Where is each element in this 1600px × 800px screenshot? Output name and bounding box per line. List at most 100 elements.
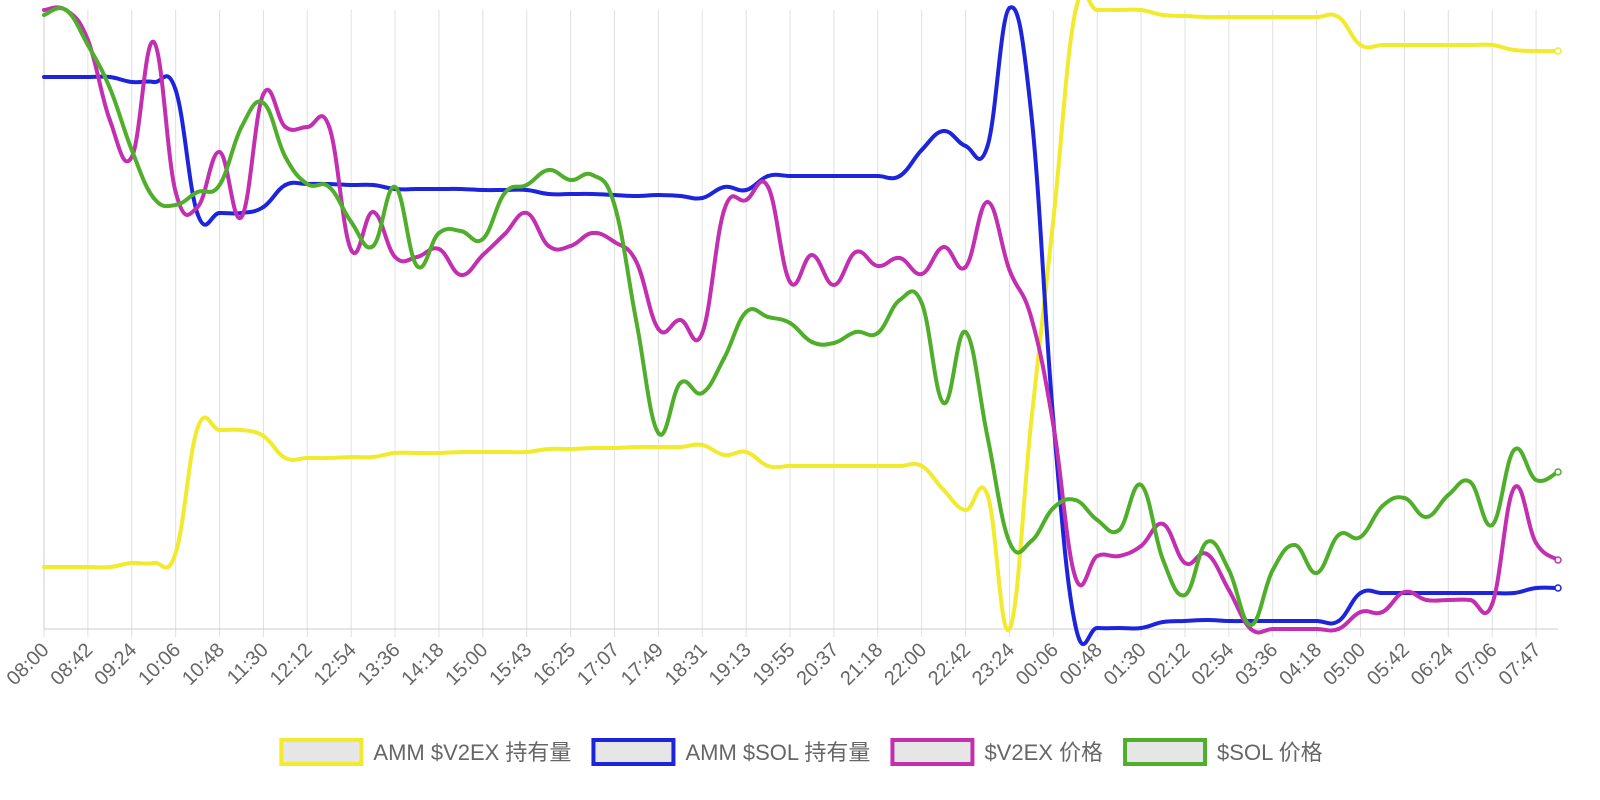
data-point (524, 211, 529, 215)
data-point (853, 330, 858, 334)
data-point (875, 464, 880, 468)
data-point (1534, 478, 1539, 482)
data-point (327, 125, 332, 129)
x-tick-label: 21:18 (836, 639, 887, 690)
data-point (1468, 591, 1473, 595)
data-point (678, 445, 683, 449)
data-point (1554, 468, 1562, 476)
data-point (1512, 448, 1517, 452)
data-point (831, 464, 836, 468)
x-tick-label: 11:30 (223, 639, 273, 689)
data-point (590, 231, 595, 235)
data-point (1468, 43, 1473, 47)
legend-swatch (890, 738, 975, 766)
data-point (151, 561, 156, 565)
data-point (656, 431, 661, 435)
data-point (985, 435, 990, 439)
data-point (1468, 598, 1473, 602)
data-point (173, 203, 178, 207)
data-point (1380, 504, 1385, 508)
x-tick-label: 15:00 (441, 639, 492, 690)
data-point (1095, 8, 1100, 12)
data-point (1446, 598, 1451, 602)
data-point (42, 75, 46, 79)
data-point (897, 464, 902, 468)
x-tick-label: 23:24 (968, 639, 1019, 690)
data-point (941, 401, 946, 405)
data-point (1139, 8, 1144, 12)
legend-item: $SOL 价格 (1123, 738, 1323, 766)
x-tick-label: 16:25 (529, 639, 580, 690)
x-tick-label: 05:42 (1363, 639, 1414, 690)
data-point (173, 190, 178, 194)
data-point (1314, 571, 1319, 575)
data-point (1292, 15, 1297, 19)
data-point (722, 208, 727, 212)
data-point (1512, 591, 1517, 595)
data-point (151, 80, 156, 84)
data-point (1029, 539, 1034, 543)
data-point (1095, 626, 1100, 630)
data-point (1534, 586, 1539, 590)
data-point (1248, 619, 1253, 623)
data-point (129, 80, 134, 84)
data-point (1051, 218, 1056, 222)
x-tick-label: 08:42 (46, 639, 97, 690)
data-point (1007, 540, 1012, 544)
x-tick-label: 22:42 (924, 639, 975, 690)
data-point (897, 174, 902, 178)
data-point (1490, 43, 1495, 47)
data-point (809, 253, 814, 257)
data-point (1512, 48, 1517, 52)
x-tick-label: 04:18 (1275, 639, 1326, 690)
data-point (809, 340, 814, 344)
data-point (963, 330, 968, 334)
data-point (546, 244, 551, 248)
data-point (1358, 535, 1363, 539)
data-point (480, 450, 485, 454)
data-point (151, 40, 156, 44)
x-tick-label: 01:30 (1100, 639, 1151, 690)
data-point (1161, 558, 1166, 562)
data-point (1314, 15, 1319, 19)
legend-item: $V2EX 价格 (890, 738, 1103, 766)
data-point (349, 220, 354, 224)
data-point (612, 203, 617, 207)
data-point (853, 250, 858, 254)
data-point (1314, 619, 1319, 623)
data-point (327, 185, 332, 189)
x-tick-label: 17:49 (617, 639, 668, 690)
data-point (1139, 483, 1144, 487)
data-point (1534, 49, 1539, 53)
data-point (809, 464, 814, 468)
data-point (1204, 552, 1209, 556)
data-point (436, 187, 441, 191)
data-point (744, 310, 749, 314)
data-point (722, 185, 727, 189)
data-point (458, 187, 463, 191)
data-point (1380, 610, 1385, 614)
data-point (1380, 43, 1385, 47)
data-point (1248, 623, 1253, 627)
data-point (634, 260, 639, 264)
x-tick-label: 06:24 (1407, 639, 1458, 690)
data-point (1402, 43, 1407, 47)
x-tick-label: 10:06 (134, 639, 185, 690)
data-point (1182, 14, 1187, 18)
x-tick-label: 12:12 (266, 639, 317, 690)
data-point (1051, 423, 1056, 427)
data-point (919, 464, 924, 468)
data-point (744, 450, 749, 454)
data-point (634, 320, 639, 324)
legend-label: $SOL 价格 (1217, 740, 1323, 765)
data-point (788, 280, 793, 284)
data-point (1402, 590, 1407, 594)
data-point (1029, 316, 1034, 320)
data-point (1446, 493, 1451, 497)
x-tick-label: 07:06 (1451, 639, 1502, 690)
data-point (963, 144, 968, 148)
data-point (1073, 498, 1078, 502)
legend-item: AMM $V2EX 持有量 (279, 738, 571, 766)
data-point (1161, 620, 1166, 624)
data-point (524, 450, 529, 454)
